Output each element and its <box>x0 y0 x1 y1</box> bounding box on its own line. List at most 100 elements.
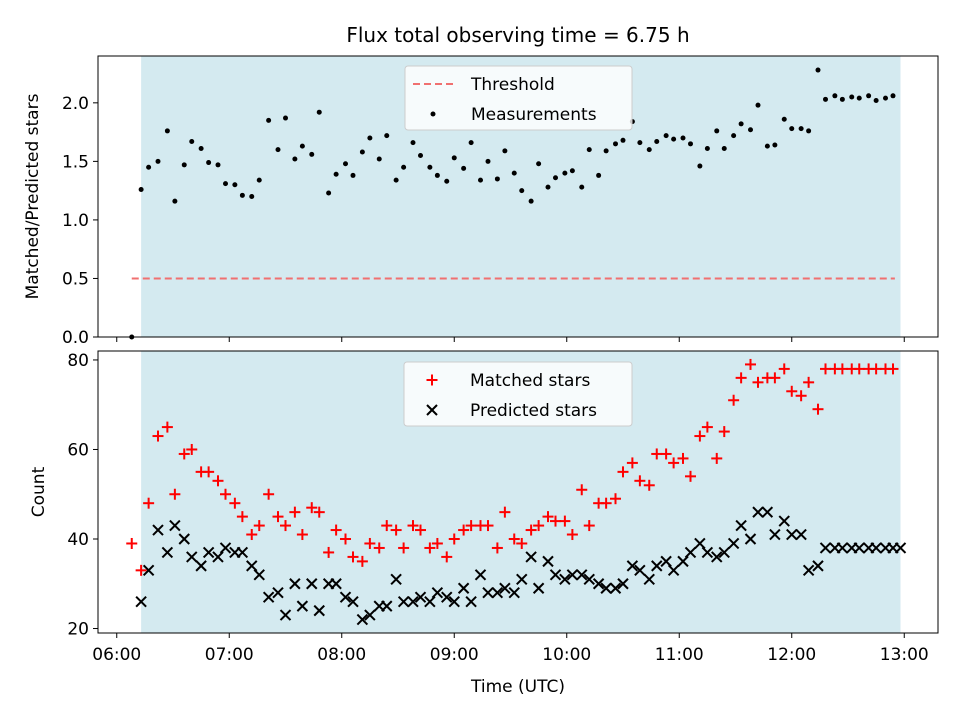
ratio-x-ticks <box>116 337 905 342</box>
count-y-axis-label: Count <box>29 466 49 517</box>
measurement-point <box>376 156 382 162</box>
ratio-y-tick-label: 0.0 <box>62 328 89 348</box>
matched-star-point <box>853 363 865 375</box>
measurement-point <box>798 126 804 132</box>
matched-star-point <box>323 546 335 558</box>
measurement-point <box>283 115 288 121</box>
matched-star-point <box>508 533 520 545</box>
matched-star-point <box>600 497 612 509</box>
predicted-star-point <box>744 533 757 545</box>
measurement-point <box>663 133 669 139</box>
predicted-star-point <box>701 546 714 559</box>
measurement-point <box>292 156 298 162</box>
measurement-point <box>613 141 618 147</box>
matched-star-point <box>870 363 882 375</box>
measurement-point <box>359 149 365 155</box>
measurement-point <box>562 170 568 176</box>
measurement-point <box>478 177 483 183</box>
predicted-star-point <box>474 569 487 581</box>
predicted-star-point <box>532 582 545 594</box>
predicted-star-point <box>761 506 774 518</box>
matched-star-point <box>677 452 689 464</box>
predicted-star-point <box>812 560 824 572</box>
matched-star-point <box>448 533 460 545</box>
measurement-point <box>350 172 356 178</box>
predicted-star-point <box>431 587 444 599</box>
predicted-star-point <box>727 537 740 550</box>
matched-star-point <box>126 537 138 549</box>
legend-measurements-swatch <box>430 111 436 117</box>
ratio-panel: 0.0 0.5 1.0 1.5 2.0 Flux total observing tim… <box>23 23 939 348</box>
matched-star-point <box>711 452 723 464</box>
predicted-star-point <box>236 546 249 559</box>
matched-star-point <box>550 515 561 527</box>
matched-star-point <box>340 533 351 545</box>
legend-matched-label: Matched stars <box>470 371 590 391</box>
measurement-point <box>569 168 575 174</box>
predicted-star-point <box>186 551 198 563</box>
matched-star-point <box>313 506 325 518</box>
measurement-point <box>223 181 228 187</box>
measurement-point <box>637 140 643 146</box>
legend-plus-mark <box>426 374 438 386</box>
predicted-star-point <box>135 595 147 608</box>
ratio-y-tick-label: 1.5 <box>62 152 89 172</box>
matched-star-point <box>407 520 419 532</box>
matched-star-point <box>576 484 588 496</box>
measurement-point <box>697 163 703 169</box>
measurement-point <box>511 170 517 176</box>
measurement-point <box>832 93 838 99</box>
predicted-star-point <box>566 569 579 581</box>
ratio-legend: Threshold Measurements <box>404 65 633 131</box>
matched-star-point <box>643 479 655 491</box>
predicted-star-point <box>752 506 764 518</box>
predicted-star-point <box>330 578 342 590</box>
measurement-point <box>714 128 720 134</box>
predicted-star-point <box>272 587 284 599</box>
measurement-point <box>494 176 500 182</box>
matched-star-point <box>542 511 554 523</box>
measurement-point <box>181 162 187 168</box>
measurement-point <box>873 97 879 103</box>
predicted-star-point <box>795 528 807 541</box>
measurement-point <box>239 192 245 198</box>
matched-star-point <box>617 466 629 478</box>
ratio-y-ticks: 0.0 0.5 1.0 1.5 2.0 <box>62 94 98 348</box>
measurement-point <box>856 95 862 101</box>
matched-star-point <box>735 372 747 384</box>
predicted-star-point <box>289 578 301 590</box>
matched-star-point <box>143 497 155 509</box>
predicted-star-point <box>448 595 460 608</box>
legend-threshold-label: Threshold <box>470 75 555 95</box>
matched-star-point <box>289 506 301 518</box>
matched-star-point <box>431 537 443 549</box>
predicted-star-point <box>246 560 258 572</box>
matched-star-point <box>533 520 545 532</box>
predicted-star-point <box>169 519 181 532</box>
predicted-star-point <box>643 573 655 585</box>
predicted-star-point <box>219 542 232 554</box>
matched-star-point <box>718 426 730 438</box>
matched-star-point <box>795 390 807 402</box>
count-plot-frame <box>97 350 939 634</box>
predicted-star-point <box>424 595 436 608</box>
ratio-legend-box <box>404 65 633 131</box>
measurement-point <box>815 67 821 73</box>
measurement-point <box>579 184 585 190</box>
predicted-star-point <box>651 560 663 572</box>
matched-star-point <box>347 551 359 563</box>
matched-star-point <box>778 363 790 375</box>
ratio-y-tick-label: 0.5 <box>62 269 89 289</box>
measurement-point <box>772 142 778 148</box>
predicted-star-point <box>279 609 292 621</box>
measurement-point <box>823 96 828 102</box>
predicted-star-point <box>634 564 646 577</box>
matched-star-point <box>169 488 181 500</box>
measurement-point <box>502 148 508 154</box>
matched-star-point <box>356 555 368 567</box>
predicted-star-point <box>576 569 588 581</box>
predicted-star-point <box>718 546 730 559</box>
predicted-star-point <box>870 542 882 554</box>
predicted-star-point <box>684 546 697 559</box>
measurement-point <box>393 177 399 183</box>
